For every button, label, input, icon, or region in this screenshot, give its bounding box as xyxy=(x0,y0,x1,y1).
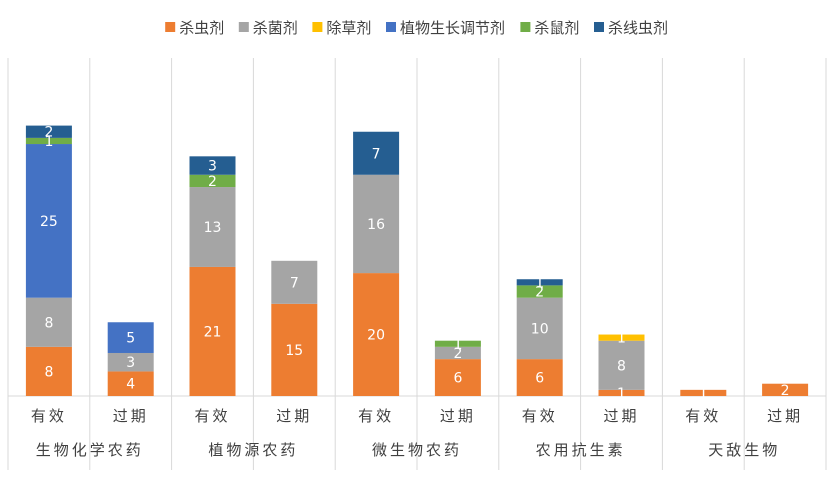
legend-swatch xyxy=(165,22,176,32)
group-label: 天敌生物 xyxy=(708,441,780,459)
bar-segment xyxy=(353,131,400,175)
category-label: 有效 xyxy=(522,407,558,425)
bar-segment xyxy=(189,174,236,188)
category-label: 过期 xyxy=(276,407,312,425)
bar-segment xyxy=(107,322,154,353)
legend-label: 除草剂 xyxy=(326,19,371,37)
data-label: 20 xyxy=(367,328,385,344)
data-label: 1 xyxy=(617,331,626,347)
data-label: 1 xyxy=(453,337,462,353)
data-label: 13 xyxy=(204,220,222,236)
bar-segment xyxy=(107,371,154,396)
data-label: 7 xyxy=(372,146,381,162)
bar-segment xyxy=(598,334,645,341)
legend-swatch xyxy=(520,22,531,32)
bar-segment xyxy=(680,389,727,396)
bar-segment xyxy=(353,174,400,274)
group-label: 植物源农药 xyxy=(208,441,298,459)
legend-item: 杀线虫剂 xyxy=(594,19,668,37)
data-label: 2 xyxy=(208,174,217,190)
bar-segment xyxy=(189,266,236,396)
group-label: 微生物农药 xyxy=(372,441,462,459)
data-label: 21 xyxy=(204,324,222,340)
data-label: 1 xyxy=(44,134,53,150)
data-label: 3 xyxy=(126,355,135,371)
data-label: 7 xyxy=(290,275,299,291)
category-label: 有效 xyxy=(685,407,721,425)
bar-segment xyxy=(434,346,481,360)
bar-segment xyxy=(516,285,563,298)
bar-segment xyxy=(25,125,72,138)
bar-segment xyxy=(189,156,236,175)
data-label: 6 xyxy=(535,371,544,387)
bar-segment xyxy=(516,359,563,396)
bar-segment xyxy=(762,383,809,396)
legend-swatch xyxy=(594,22,604,32)
data-label: 5 xyxy=(126,331,135,347)
data-label: 3 xyxy=(208,159,217,175)
bar-segment xyxy=(25,144,72,298)
legend-swatch xyxy=(386,22,396,32)
category-label: 过期 xyxy=(113,407,149,425)
legend-item: 杀菌剂 xyxy=(238,19,298,37)
data-label: 15 xyxy=(285,343,303,359)
legend-swatch xyxy=(312,22,323,32)
bar-segment xyxy=(598,389,645,396)
bar-segment xyxy=(516,279,563,286)
legend-label: 杀线虫剂 xyxy=(608,19,668,37)
group-label: 农用抗生素 xyxy=(536,441,626,459)
legend-label: 杀鼠剂 xyxy=(534,19,579,37)
category-label: 过期 xyxy=(440,407,476,425)
data-label: 16 xyxy=(367,217,385,233)
data-label: 8 xyxy=(617,358,626,374)
data-label: 6 xyxy=(453,371,462,387)
bar-segment xyxy=(516,297,563,360)
data-label: 2 xyxy=(535,285,544,301)
data-label: 25 xyxy=(40,214,58,230)
legend-label: 植物生长调节剂 xyxy=(400,19,505,37)
data-label: 2 xyxy=(781,383,790,399)
bar-segment xyxy=(434,340,481,347)
bar-segment xyxy=(25,137,72,145)
category-label: 过期 xyxy=(603,407,639,425)
bar-segment xyxy=(25,346,72,396)
legend-label: 杀菌剂 xyxy=(253,19,298,37)
category-label: 有效 xyxy=(358,407,394,425)
bar-segment xyxy=(271,260,318,304)
legend-swatch xyxy=(238,22,249,32)
data-label: 2 xyxy=(44,125,53,141)
category-label: 有效 xyxy=(194,407,230,425)
data-label: 1 xyxy=(535,275,544,291)
data-label: 4 xyxy=(126,377,135,393)
legend-label: 杀虫剂 xyxy=(179,19,224,37)
data-label: 2 xyxy=(453,346,462,362)
bar-segment xyxy=(189,187,236,267)
bar-segment xyxy=(598,340,645,390)
legend: 杀虫剂 杀菌剂 除草剂 植物生长调节剂 杀鼠剂 杀线虫剂 xyxy=(165,19,668,37)
bar-segment xyxy=(434,359,481,396)
data-label: 1 xyxy=(617,386,626,402)
bar-segment xyxy=(107,352,154,372)
data-label: 8 xyxy=(44,315,53,331)
legend-item: 杀鼠剂 xyxy=(520,19,579,37)
category-label: 有效 xyxy=(31,407,67,425)
data-label: 8 xyxy=(44,364,53,380)
bars xyxy=(25,125,809,396)
bar-segment xyxy=(353,273,400,396)
bar-segment xyxy=(271,303,318,396)
bar-segment xyxy=(25,297,72,347)
category-label: 过期 xyxy=(767,407,803,425)
data-label: 10 xyxy=(531,321,549,337)
group-label: 生物化学农药 xyxy=(36,441,144,459)
legend-item: 除草剂 xyxy=(312,19,371,37)
data-label: 1 xyxy=(699,386,708,402)
legend-item: 杀虫剂 xyxy=(165,19,224,37)
legend-item: 植物生长调节剂 xyxy=(386,19,505,37)
